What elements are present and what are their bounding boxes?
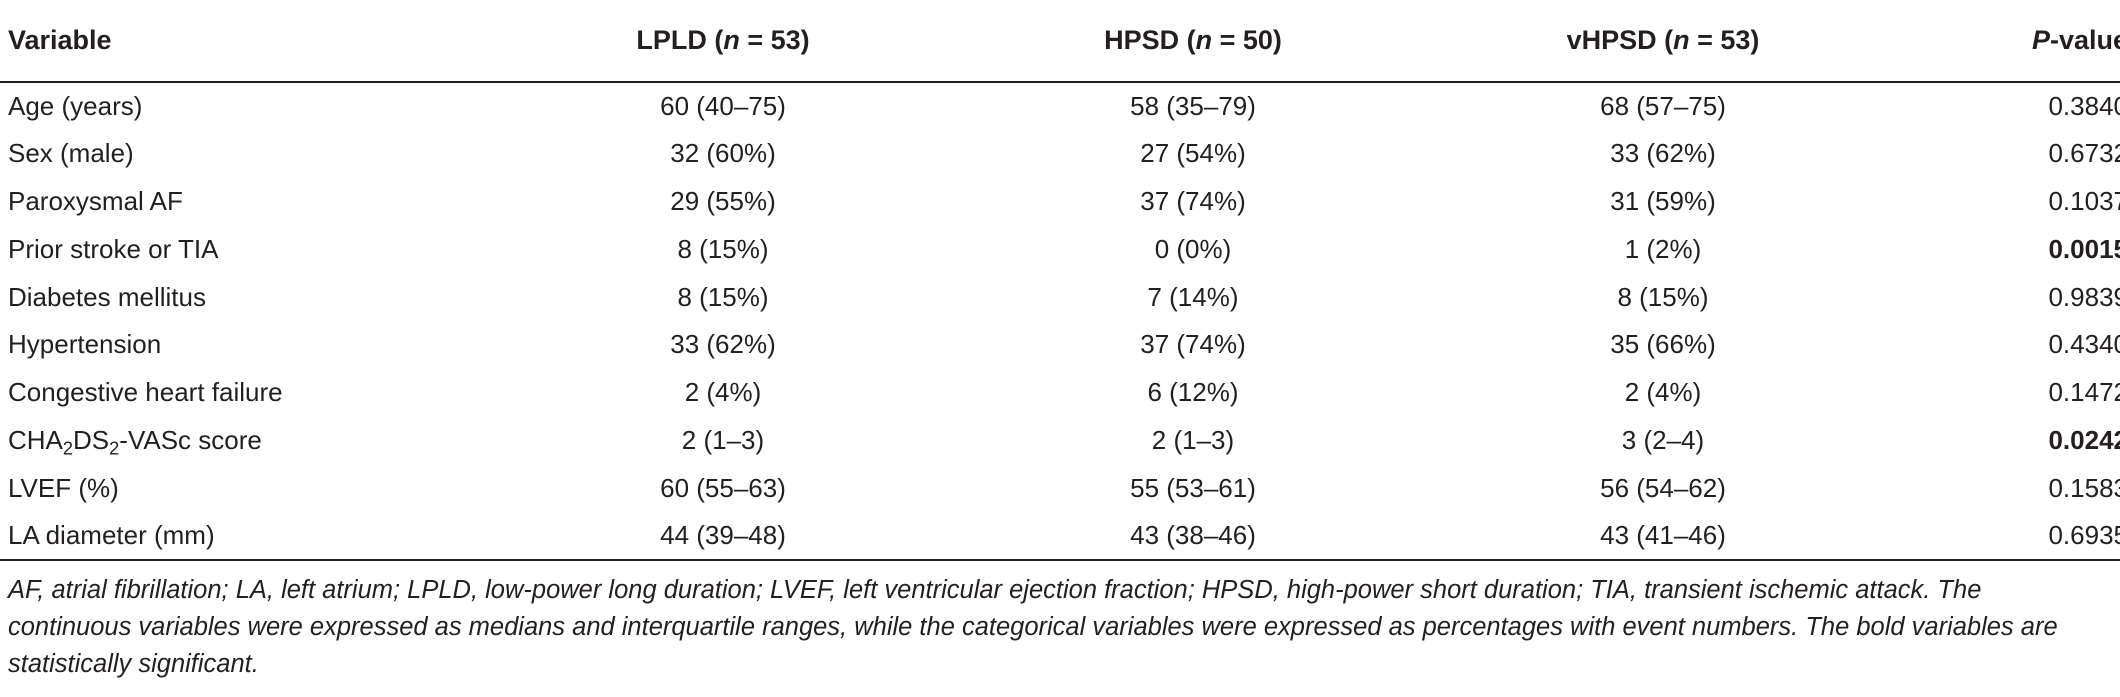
cell-lpld: 32 (60%) bbox=[670, 138, 776, 169]
table-row: LA diameter (mm) 44 (39–48) 43 (38–46) 4… bbox=[0, 512, 2120, 560]
cell-vhpsd: 1 (2%) bbox=[1624, 233, 1702, 264]
header-hpsd: HPSD (n = 50) bbox=[958, 0, 1428, 82]
var-subscript: 2 bbox=[62, 438, 74, 459]
header-hpsd-n: n bbox=[1195, 25, 1213, 55]
cell-hpsd: 0 (0%) bbox=[1154, 233, 1232, 264]
cell-hpsd: 7 (14%) bbox=[1147, 281, 1239, 312]
table-row: CHA2DS2-VASc score 2 (1–3) 2 (1–3) 3 (2–… bbox=[0, 417, 2120, 465]
header-hpsd-count: = 50) bbox=[1212, 25, 1282, 55]
cell-pvalue: 0.4340 bbox=[2048, 329, 2120, 360]
cell-hpsd: 27 (54%) bbox=[1140, 138, 1246, 169]
cell-lpld: 60 (40–75) bbox=[660, 90, 786, 121]
table-row: LVEF (%) 60 (55–63) 55 (53–61) 56 (54–62… bbox=[0, 464, 2120, 512]
header-lpld-n: n bbox=[723, 25, 740, 55]
cell-hpsd: 37 (74%) bbox=[1140, 329, 1246, 360]
header-vhpsd-count: = 53) bbox=[1689, 25, 1760, 55]
cell-variable: Diabetes mellitus bbox=[8, 281, 206, 312]
var-text: -VASc score bbox=[119, 424, 262, 455]
table-row: Congestive heart failure 2 (4%) 6 (12%) … bbox=[0, 369, 2120, 417]
cell-variable: LA diameter (mm) bbox=[8, 520, 215, 551]
cell-lpld: 29 (55%) bbox=[670, 185, 776, 216]
cell-hpsd: 2 (1–3) bbox=[1151, 424, 1235, 455]
var-subscript: 2 bbox=[109, 438, 120, 459]
cell-hpsd: 6 (12%) bbox=[1147, 377, 1239, 408]
cell-lpld: 8 (15%) bbox=[677, 281, 769, 312]
table-row: Paroxysmal AF 29 (55%) 37 (74%) 31 (59%)… bbox=[0, 178, 2120, 226]
cell-pvalue: 0.1583 bbox=[2048, 472, 2120, 503]
cell-vhpsd: 68 (57–75) bbox=[1600, 90, 1726, 121]
cell-lpld: 8 (15%) bbox=[677, 233, 769, 264]
table-row: Prior stroke or TIA 8 (15%) 0 (0%) 1 (2%… bbox=[0, 225, 2120, 273]
header-lpld: LPLD (n = 53) bbox=[488, 0, 958, 82]
header-lpld-count: = 53) bbox=[739, 25, 810, 55]
cell-variable: Congestive heart failure bbox=[8, 377, 283, 408]
header-lpld-name: LPLD ( bbox=[636, 25, 724, 55]
cell-variable: LVEF (%) bbox=[8, 472, 119, 503]
header-row: Variable LPLD (n = 53) HPSD (n = 50) vHP… bbox=[0, 0, 2120, 82]
header-pvalue: P-value bbox=[1898, 0, 2120, 82]
cell-pvalue-significant: 0.0015 bbox=[2048, 233, 2120, 264]
var-text: CHA bbox=[8, 424, 63, 455]
cell-variable: CHA2DS2-VASc score bbox=[0, 417, 488, 465]
table-row: Hypertension 33 (62%) 37 (74%) 35 (66%) … bbox=[0, 321, 2120, 369]
table-row: Age (years) 60 (40–75) 58 (35–79) 68 (57… bbox=[0, 82, 2120, 130]
cell-lpld: 60 (55–63) bbox=[660, 472, 786, 503]
cell-variable: Paroxysmal AF bbox=[8, 185, 183, 216]
cell-pvalue: 0.1037 bbox=[2048, 185, 2120, 216]
cell-hpsd: 58 (35–79) bbox=[1130, 90, 1256, 121]
cell-pvalue: 0.6935 bbox=[2048, 520, 2120, 551]
cell-variable: Prior stroke or TIA bbox=[8, 233, 219, 264]
cell-variable: Sex (male) bbox=[8, 138, 134, 169]
header-variable: Variable bbox=[8, 25, 112, 55]
cell-hpsd: 55 (53–61) bbox=[1130, 472, 1256, 503]
header-vhpsd-n: n bbox=[1673, 25, 1690, 55]
header-hpsd-name: HPSD ( bbox=[1104, 25, 1196, 55]
cell-vhpsd: 33 (62%) bbox=[1610, 138, 1716, 169]
header-vhpsd: vHPSD (n = 53) bbox=[1428, 0, 1898, 82]
cell-vhpsd: 2 (4%) bbox=[1624, 377, 1702, 408]
cell-lpld: 33 (62%) bbox=[670, 329, 776, 360]
cell-vhpsd: 56 (54–62) bbox=[1600, 472, 1726, 503]
baseline-characteristics-table: Variable LPLD (n = 53) HPSD (n = 50) vHP… bbox=[0, 0, 2120, 560]
cell-lpld: 44 (39–48) bbox=[660, 520, 786, 551]
cell-variable: Age (years) bbox=[8, 90, 143, 121]
cell-lpld: 2 (4%) bbox=[684, 377, 762, 408]
cell-vhpsd: 43 (41–46) bbox=[1600, 520, 1726, 551]
var-text: DS bbox=[73, 424, 110, 455]
cell-variable: Hypertension bbox=[8, 329, 162, 360]
header-pvalue-p: P bbox=[2031, 25, 2050, 55]
table-row: Diabetes mellitus 8 (15%) 7 (14%) 8 (15%… bbox=[0, 273, 2120, 321]
cell-pvalue-significant: 0.0242 bbox=[2048, 424, 2120, 455]
cell-vhpsd: 8 (15%) bbox=[1617, 281, 1709, 312]
cell-lpld: 2 (1–3) bbox=[681, 424, 765, 455]
cell-hpsd: 37 (74%) bbox=[1140, 185, 1246, 216]
header-vhpsd-name: vHPSD ( bbox=[1566, 25, 1674, 55]
cell-vhpsd: 35 (66%) bbox=[1610, 329, 1716, 360]
cell-pvalue: 0.1472 bbox=[2048, 377, 2120, 408]
cell-pvalue: 0.6732 bbox=[2048, 138, 2120, 169]
header-pvalue-rest: -value bbox=[2049, 25, 2120, 55]
cell-pvalue: 0.9839 bbox=[2048, 281, 2120, 312]
cell-hpsd: 43 (38–46) bbox=[1130, 520, 1256, 551]
table-footnote: AF, atrial fibrillation; LA, left atrium… bbox=[8, 576, 2058, 678]
cell-pvalue: 0.3840 bbox=[2048, 90, 2120, 121]
cell-vhpsd: 31 (59%) bbox=[1610, 185, 1716, 216]
table-row: Sex (male) 32 (60%) 27 (54%) 33 (62%) 0.… bbox=[0, 130, 2120, 178]
cell-vhpsd: 3 (2–4) bbox=[1621, 424, 1705, 455]
